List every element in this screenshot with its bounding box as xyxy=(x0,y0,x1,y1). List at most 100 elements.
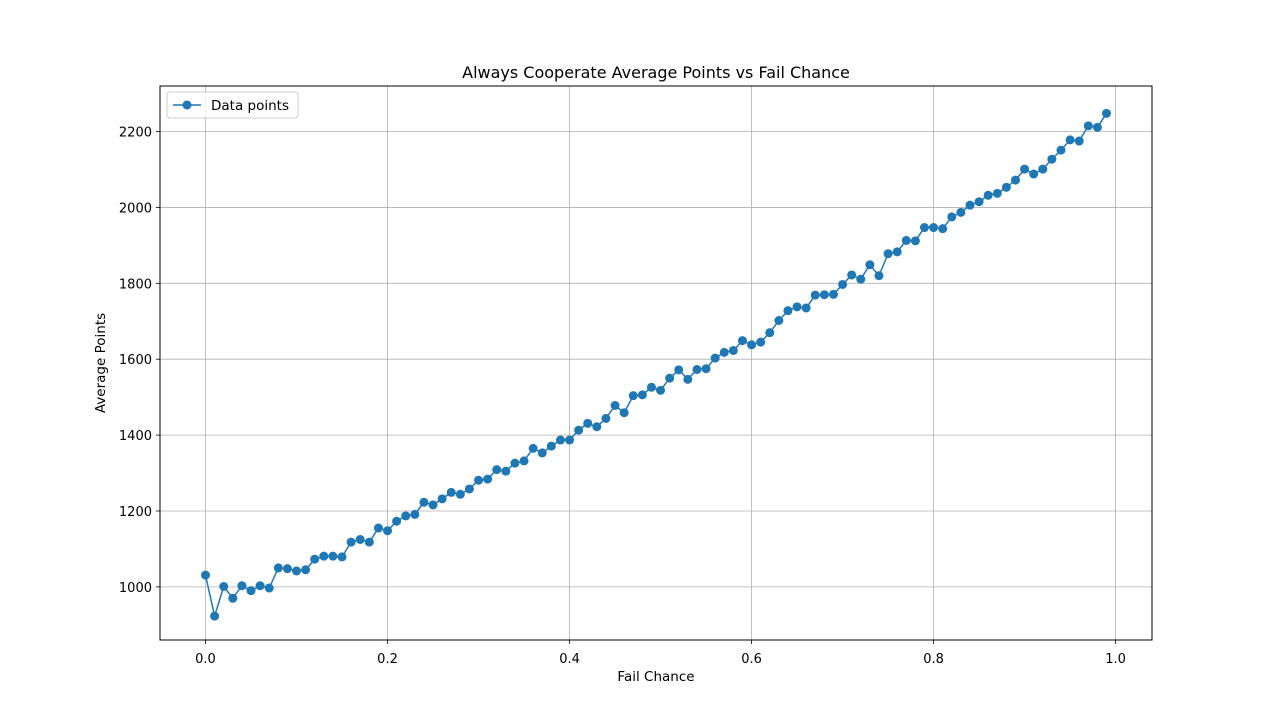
legend-marker-icon xyxy=(182,100,192,110)
data-point xyxy=(464,484,474,494)
y-axis-label: Average Points xyxy=(93,313,109,413)
x-tick-label: 0.4 xyxy=(559,652,580,667)
data-point xyxy=(292,566,302,576)
data-point xyxy=(1038,164,1048,174)
data-point xyxy=(601,413,611,423)
y-tick-label: 1800 xyxy=(119,277,152,292)
data-point xyxy=(565,435,575,445)
y-tick-label: 1200 xyxy=(119,505,152,520)
data-point xyxy=(683,374,693,384)
data-point xyxy=(1102,108,1111,118)
chart-title: Always Cooperate Average Points vs Fail … xyxy=(462,63,850,82)
data-point xyxy=(301,565,311,575)
data-point xyxy=(492,465,502,475)
y-tick-label: 1000 xyxy=(119,581,152,596)
data-point xyxy=(783,306,793,316)
data-point xyxy=(483,474,493,484)
data-point xyxy=(656,385,666,395)
data-point xyxy=(847,270,857,280)
data-point xyxy=(1001,182,1011,192)
data-point xyxy=(510,458,520,468)
data-point xyxy=(392,516,402,526)
data-point xyxy=(574,425,584,435)
data-point xyxy=(383,526,393,536)
y-tick-label: 1400 xyxy=(119,429,152,444)
data-point xyxy=(555,435,565,445)
data-point xyxy=(328,551,338,561)
data-point xyxy=(765,328,775,338)
data-point xyxy=(856,274,866,284)
data-point xyxy=(865,260,875,270)
data-point xyxy=(1083,121,1093,131)
x-tick-label: 0.2 xyxy=(377,652,398,667)
data-point xyxy=(1092,122,1102,132)
data-point xyxy=(701,364,711,374)
legend: Data points xyxy=(166,91,299,119)
data-point xyxy=(619,408,629,418)
data-point xyxy=(319,551,329,561)
data-point xyxy=(929,223,939,233)
data-point xyxy=(546,441,556,451)
data-point xyxy=(910,236,920,246)
data-point xyxy=(364,537,374,547)
data-point xyxy=(273,563,283,573)
data-point xyxy=(883,249,893,259)
data-point xyxy=(1065,135,1075,145)
data-point xyxy=(728,345,738,355)
data-point xyxy=(610,401,620,410)
data-point xyxy=(719,347,729,357)
data-point xyxy=(401,511,411,521)
data-point xyxy=(446,487,456,497)
plot-frame xyxy=(159,85,1153,641)
data-point xyxy=(965,200,975,210)
y-tick-label: 2200 xyxy=(119,126,152,141)
data-point xyxy=(710,353,720,363)
data-point xyxy=(228,593,238,603)
data-point xyxy=(665,373,675,383)
data-point xyxy=(264,583,274,593)
data-point xyxy=(919,223,929,233)
x-tick-label: 0.0 xyxy=(195,652,216,667)
data-point xyxy=(592,422,602,432)
data-point xyxy=(410,509,420,519)
legend-box xyxy=(166,91,299,119)
data-point xyxy=(537,448,547,458)
data-point xyxy=(974,197,984,207)
data-point xyxy=(373,523,383,533)
data-point xyxy=(674,365,684,375)
data-point xyxy=(819,290,829,300)
data-point xyxy=(583,418,593,428)
data-point xyxy=(637,390,647,400)
data-point xyxy=(792,302,802,312)
legend-entry-label: Data points xyxy=(211,98,289,114)
data-point xyxy=(1047,154,1057,164)
data-point xyxy=(774,316,784,325)
data-point xyxy=(519,456,529,466)
data-point xyxy=(983,190,993,200)
y-tick-label: 1600 xyxy=(119,353,152,368)
y-tick-label: 2000 xyxy=(119,201,152,216)
data-point xyxy=(201,570,210,580)
data-point xyxy=(428,500,438,510)
x-tick-label: 1.0 xyxy=(1105,652,1126,667)
data-point xyxy=(255,581,265,591)
data-point xyxy=(310,554,320,564)
data-point xyxy=(474,475,484,485)
data-point xyxy=(337,552,347,562)
data-point xyxy=(237,581,247,591)
data-point xyxy=(210,611,220,621)
data-point xyxy=(1056,145,1066,155)
data-point xyxy=(355,534,365,544)
data-point xyxy=(528,443,538,453)
data-point xyxy=(628,391,638,401)
data-point xyxy=(874,271,884,281)
data-point xyxy=(756,337,766,347)
x-tick-label: 0.6 xyxy=(741,652,762,667)
series-line xyxy=(204,112,1108,620)
data-point xyxy=(1010,175,1020,185)
data-point xyxy=(501,466,511,476)
data-point xyxy=(810,290,820,300)
grid xyxy=(160,86,1152,640)
data-point xyxy=(692,364,702,374)
data-point xyxy=(828,289,838,299)
